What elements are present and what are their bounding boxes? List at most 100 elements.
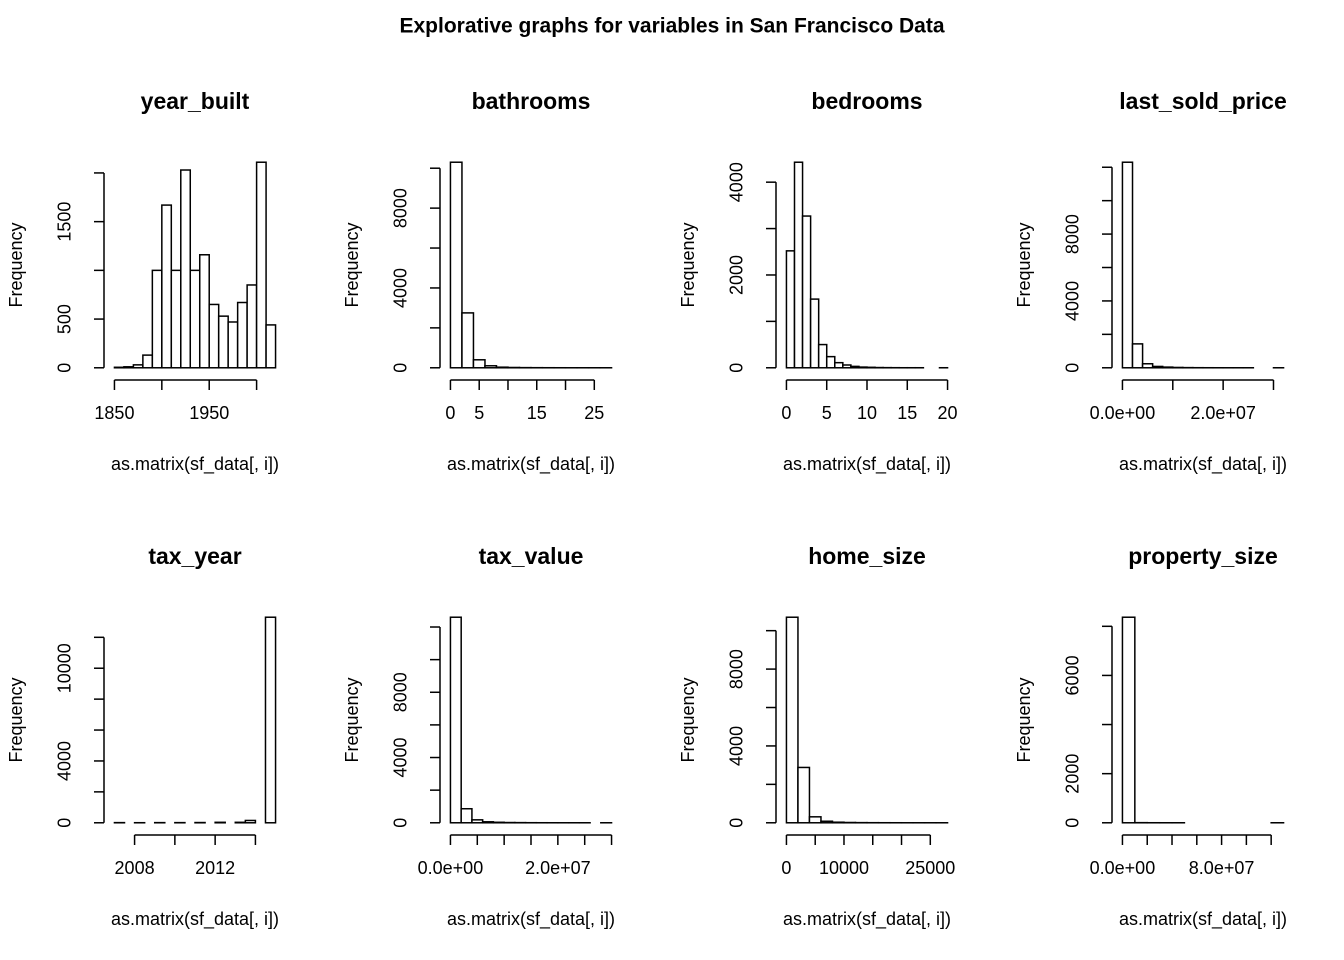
bar bbox=[255, 161, 267, 369]
y-tick-label: 4000 bbox=[391, 737, 411, 777]
y-tick-label: 0 bbox=[727, 363, 747, 373]
x-tick-label: 10000 bbox=[819, 858, 869, 878]
x-axis-label: as.matrix(sf_data[, i]) bbox=[1119, 909, 1287, 930]
y-axis-label: Frequency bbox=[342, 222, 362, 307]
bar bbox=[858, 366, 868, 369]
bar bbox=[820, 820, 834, 824]
bar bbox=[246, 284, 258, 369]
x-tick-label: 2008 bbox=[115, 858, 155, 878]
x-tick-label: 15 bbox=[897, 403, 917, 423]
bar bbox=[151, 269, 163, 369]
x-tick-label: 0.0e+00 bbox=[1090, 858, 1156, 878]
y-tick-label: 0 bbox=[55, 363, 75, 373]
panel-title: property_size bbox=[1128, 543, 1278, 569]
bar bbox=[825, 355, 836, 369]
bar bbox=[1131, 343, 1144, 369]
x-tick-label: 1850 bbox=[94, 403, 134, 423]
x-tick-label: 8.0e+07 bbox=[1189, 858, 1255, 878]
x-axis-label: as.matrix(sf_data[, i]) bbox=[783, 454, 951, 475]
bar bbox=[1121, 616, 1136, 824]
y-tick-label: 4000 bbox=[727, 162, 747, 202]
bar bbox=[461, 312, 475, 369]
bar bbox=[460, 807, 473, 824]
bar bbox=[170, 269, 182, 369]
bar bbox=[785, 250, 796, 369]
bar bbox=[785, 616, 799, 824]
x-tick-label: 0.0e+00 bbox=[418, 858, 484, 878]
y-tick-label: 10000 bbox=[55, 643, 75, 693]
bar bbox=[495, 366, 509, 369]
y-tick-label: 500 bbox=[55, 304, 75, 334]
bar bbox=[831, 821, 845, 824]
x-axis-label: as.matrix(sf_data[, i]) bbox=[783, 909, 951, 930]
bar bbox=[180, 169, 192, 369]
y-tick-label: 0 bbox=[55, 818, 75, 828]
bar bbox=[449, 161, 463, 369]
x-tick-label: 0 bbox=[445, 403, 455, 423]
bar bbox=[227, 321, 239, 369]
y-tick-label: 8000 bbox=[391, 188, 411, 228]
x-axis-label: as.matrix(sf_data[, i]) bbox=[447, 909, 615, 930]
x-tick-label: 1950 bbox=[189, 403, 229, 423]
bar bbox=[265, 324, 277, 369]
bar bbox=[217, 315, 229, 369]
y-tick-label: 0 bbox=[391, 818, 411, 828]
bar bbox=[808, 816, 822, 824]
x-axis-label: as.matrix(sf_data[, i]) bbox=[111, 454, 279, 475]
bar bbox=[161, 204, 173, 369]
bar bbox=[1161, 366, 1174, 369]
bar bbox=[208, 303, 220, 369]
x-tick-label: 5 bbox=[474, 403, 484, 423]
y-axis-label: Frequency bbox=[342, 677, 362, 762]
y-tick-label: 8000 bbox=[391, 672, 411, 712]
y-tick-label: 0 bbox=[727, 818, 747, 828]
bar bbox=[244, 819, 257, 824]
panel-title: last_sold_price bbox=[1119, 88, 1286, 114]
panel-title: tax_year bbox=[148, 543, 241, 569]
bar bbox=[132, 364, 144, 369]
y-tick-label: 2000 bbox=[1063, 754, 1083, 794]
bar bbox=[1141, 363, 1154, 369]
bar bbox=[797, 766, 811, 824]
y-tick-label: 0 bbox=[1063, 818, 1083, 828]
bar bbox=[236, 301, 248, 369]
page-title: Explorative graphs for variables in San … bbox=[399, 15, 944, 38]
panel-title: bedrooms bbox=[811, 88, 922, 114]
panel-title: year_built bbox=[141, 88, 250, 114]
bar bbox=[1121, 161, 1134, 369]
y-tick-label: 4000 bbox=[727, 726, 747, 766]
bar bbox=[850, 365, 860, 369]
x-axis-label: as.matrix(sf_data[, i]) bbox=[111, 909, 279, 930]
x-axis-label: as.matrix(sf_data[, i]) bbox=[1119, 454, 1287, 475]
y-axis-label: Frequency bbox=[678, 222, 698, 307]
x-tick-label: 0 bbox=[781, 858, 791, 878]
bar bbox=[472, 359, 486, 369]
x-tick-label: 0.0e+00 bbox=[1090, 403, 1156, 423]
y-tick-label: 4000 bbox=[1063, 281, 1083, 321]
bar bbox=[449, 616, 462, 824]
y-tick-label: 4000 bbox=[55, 741, 75, 781]
bar bbox=[801, 215, 812, 369]
y-tick-label: 0 bbox=[391, 363, 411, 373]
panel-title: bathrooms bbox=[472, 88, 591, 114]
x-tick-label: 25 bbox=[584, 403, 604, 423]
y-axis-label: Frequency bbox=[1014, 677, 1034, 762]
bar bbox=[1151, 365, 1164, 369]
y-axis-label: Frequency bbox=[6, 222, 26, 307]
bar bbox=[834, 361, 844, 369]
bar bbox=[842, 364, 852, 369]
bar bbox=[481, 821, 495, 824]
x-tick-label: 2.0e+07 bbox=[525, 858, 591, 878]
x-tick-label: 0 bbox=[781, 403, 791, 423]
bar bbox=[793, 161, 804, 369]
bar bbox=[142, 354, 154, 369]
y-axis-label: Frequency bbox=[678, 677, 698, 762]
x-tick-label: 2012 bbox=[195, 858, 235, 878]
x-tick-label: 25000 bbox=[905, 858, 955, 878]
x-tick-label: 2.0e+07 bbox=[1190, 403, 1256, 423]
bar bbox=[809, 298, 820, 369]
y-tick-label: 2000 bbox=[727, 255, 747, 295]
y-tick-label: 6000 bbox=[1063, 655, 1083, 695]
y-tick-label: 1500 bbox=[55, 202, 75, 242]
